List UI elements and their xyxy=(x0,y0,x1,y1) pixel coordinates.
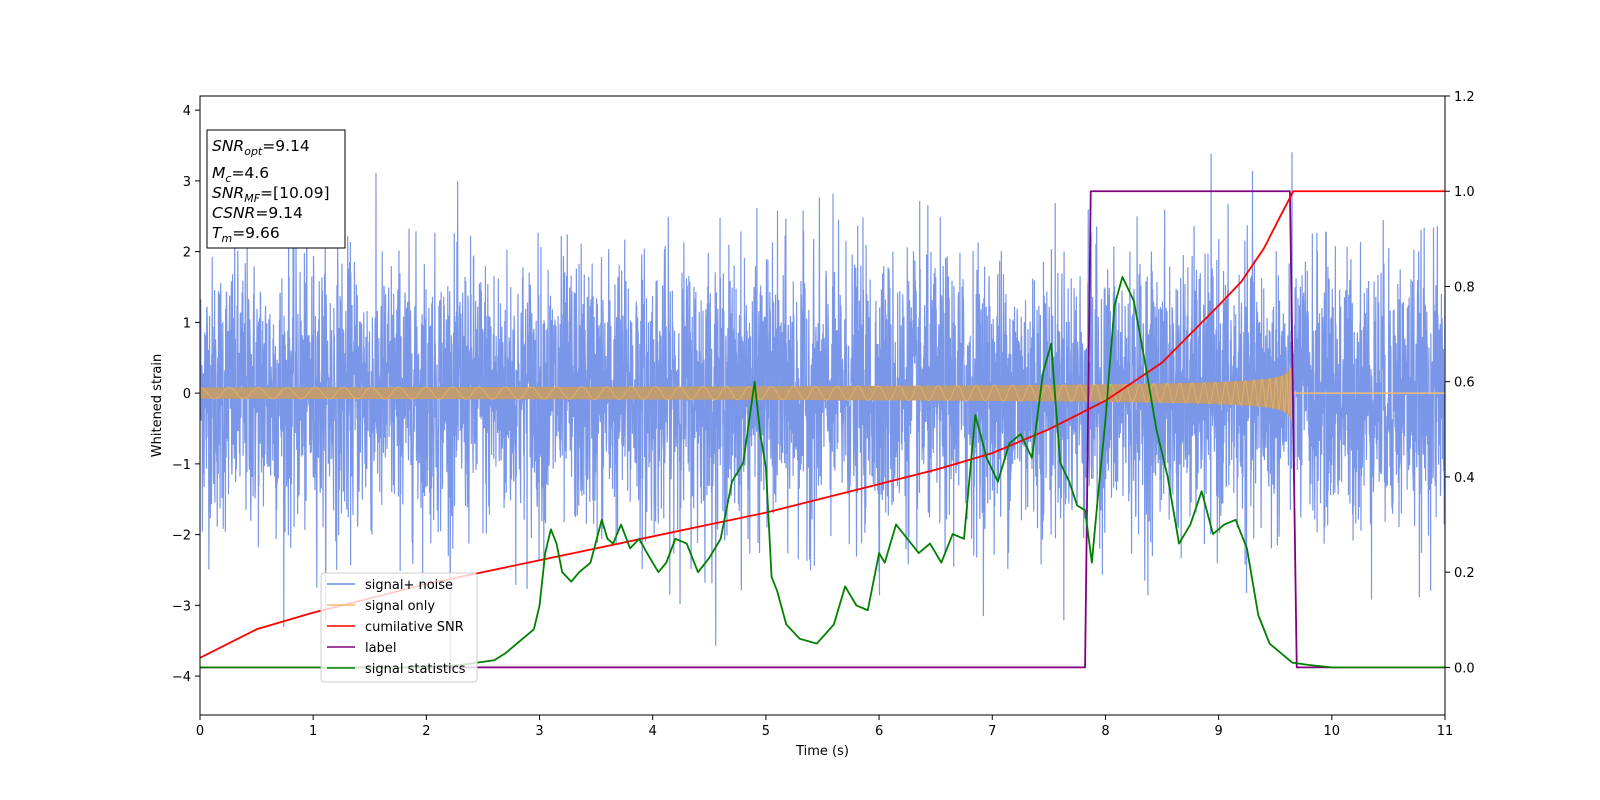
svg-text:Mc=4.6: Mc=4.6 xyxy=(212,164,269,185)
legend-item-noise: signal+ noise xyxy=(327,578,453,593)
y-axis-left: −4 −3 −2 −1 0 1 2 3 4 xyxy=(172,104,200,685)
svg-text:cumilative SNR: cumilative SNR xyxy=(365,620,464,635)
legend-item-csnr: cumilative SNR xyxy=(327,620,464,635)
y-tick-label-right: 0.4 xyxy=(1454,471,1475,486)
x-tick-label: 5 xyxy=(762,724,770,739)
x-axis: 0 1 2 3 4 5 6 7 8 9 10 11 xyxy=(196,715,1453,739)
signal-statistics-line xyxy=(200,276,1445,669)
y-tick-label-left: −2 xyxy=(172,529,191,544)
y-axis-label: Whitened strain xyxy=(150,354,165,457)
x-tick-label: 6 xyxy=(875,724,883,739)
svg-text:signal+ noise: signal+ noise xyxy=(365,578,453,593)
svg-text:label: label xyxy=(365,641,396,656)
label-line xyxy=(200,190,1445,669)
x-tick-label: 11 xyxy=(1437,724,1454,739)
x-tick-label: 1 xyxy=(309,724,317,739)
y-tick-label-left: 4 xyxy=(183,104,191,119)
legend-item-stat: signal statistics xyxy=(327,662,466,677)
y-tick-label-left: 2 xyxy=(183,246,191,261)
x-tick-label: 7 xyxy=(988,724,996,739)
y-axis-right: 0.0 0.2 0.4 0.6 0.8 1.0 1.2 xyxy=(1445,90,1475,676)
svg-text:CSNR=9.14: CSNR=9.14 xyxy=(212,204,303,222)
y-tick-label-left: −1 xyxy=(172,458,191,473)
signal-envelope xyxy=(200,362,1294,424)
y-tick-label-right: 1.2 xyxy=(1454,90,1475,105)
signal-trace xyxy=(200,362,1445,424)
x-tick-label: 3 xyxy=(535,724,543,739)
y-tick-label-left: 1 xyxy=(183,316,191,331)
y-tick-label-left: −3 xyxy=(172,599,191,614)
x-axis-label: Time (s) xyxy=(795,744,849,759)
y-tick-label-left: −4 xyxy=(172,670,191,685)
y-tick-label-right: 0.8 xyxy=(1454,280,1475,295)
x-tick-label: 4 xyxy=(649,724,657,739)
y-tick-label-right: 0.2 xyxy=(1454,566,1475,581)
x-tick-label: 10 xyxy=(1324,724,1341,739)
svg-text:signal statistics: signal statistics xyxy=(365,662,466,677)
svg-text:SNRMF=[10.09]: SNRMF=[10.09] xyxy=(212,184,330,205)
y-tick-label-right: 0.0 xyxy=(1454,661,1475,676)
legend: signal+ noise signal only cumilative SNR… xyxy=(320,572,478,683)
x-tick-label: 9 xyxy=(1214,724,1222,739)
y-tick-label-left: 0 xyxy=(183,387,191,402)
y-tick-label-left: 3 xyxy=(183,175,191,190)
svg-text:Tm=9.66: Tm=9.66 xyxy=(212,224,280,245)
legend-item-label: label xyxy=(327,641,396,656)
x-tick-label: 2 xyxy=(422,724,430,739)
svg-text:signal only: signal only xyxy=(365,599,435,614)
signal-oscillation xyxy=(200,367,1294,424)
info-box: SNRopt=9.14 Mc=4.6 SNRMF=[10.09] CSNR=9.… xyxy=(206,129,346,249)
y-tick-label-right: 1.0 xyxy=(1454,185,1475,200)
x-tick-label: 8 xyxy=(1101,724,1109,739)
svg-text:SNRopt=9.14: SNRopt=9.14 xyxy=(212,137,310,158)
x-tick-label: 0 xyxy=(196,724,204,739)
legend-item-signal: signal only xyxy=(327,599,435,614)
plot-frame xyxy=(199,95,1446,716)
y-tick-label-right: 0.6 xyxy=(1454,376,1475,391)
